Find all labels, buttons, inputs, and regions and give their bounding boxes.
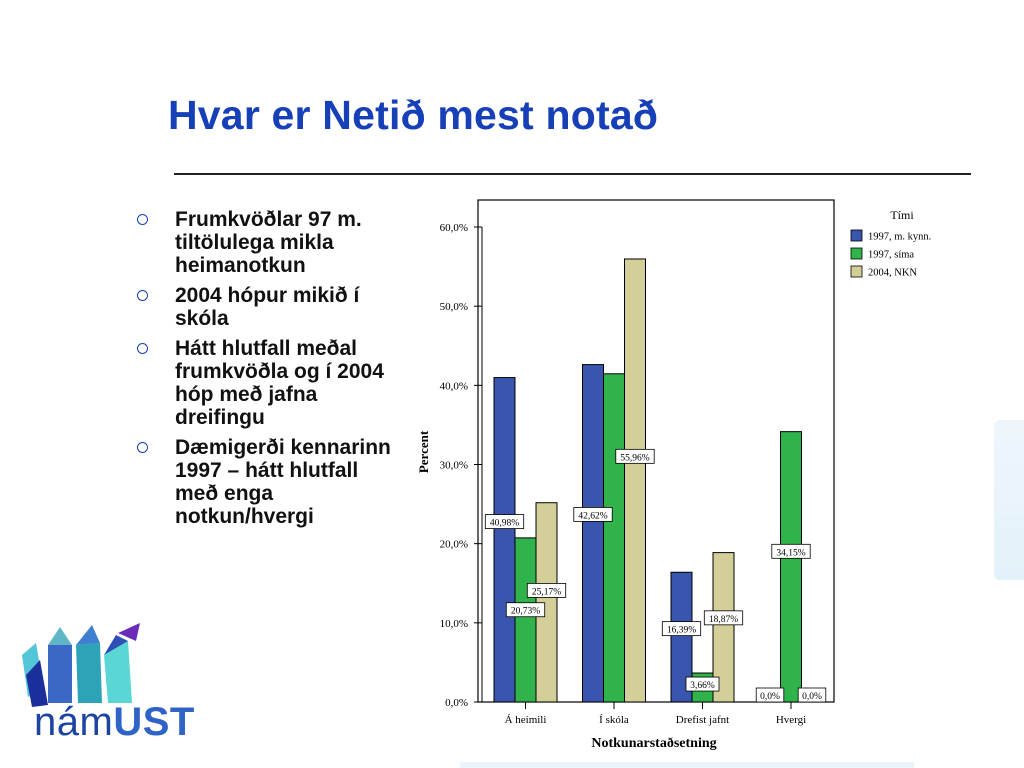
- bullet-item: Hátt hlutfall meðal frumkvöðla og í 2004…: [134, 337, 392, 429]
- bar-label-box: [661, 621, 702, 637]
- bar-label-box: [526, 583, 567, 598]
- decorative-side-panel: [994, 420, 1024, 580]
- legend-swatch: [850, 229, 863, 242]
- bar-label: 34,15%: [776, 548, 805, 558]
- bar-label-box: [484, 514, 525, 529]
- circle-bullet-icon: [137, 343, 148, 354]
- bar-labels: 40,98% 42,62% 16,39% 0,0% 20,73% 3,66% 34,15% 2…: [484, 448, 827, 703]
- bar-label: 18,87%: [709, 615, 738, 625]
- logo-prefix: nám: [34, 700, 114, 744]
- legend-title: Tími: [890, 208, 914, 222]
- bullet-text: Dæmigerði kennarinn 1997 – hátt hlutfall…: [175, 436, 391, 528]
- x-tick-label: Á heimili: [505, 714, 547, 726]
- bar-label-box: [797, 687, 827, 703]
- x-tick-label: Í skóla: [599, 714, 629, 726]
- bullet-text: 2004 hópur mikið í skóla: [175, 284, 360, 330]
- bar-label: 0,0%: [802, 692, 822, 702]
- bullet-text: Frumkvöðlar 97 m. tiltölulega mikla heim…: [175, 208, 362, 277]
- bar-chart: 0,0% 10,0% 20,0% 30,0% 40,0% 50,0% 60,0% Á hei…: [416, 199, 931, 751]
- bar: [582, 364, 604, 703]
- bar-label: 20,73%: [511, 607, 540, 617]
- bar: [493, 377, 516, 703]
- bar: [780, 431, 802, 703]
- bar-label-box: [685, 676, 720, 692]
- bar: [514, 537, 537, 703]
- circle-bullet-icon: [137, 442, 148, 453]
- x-axis: Á heimili Í skóla Drefist jafnt Hvergi: [482, 701, 834, 726]
- logo-suffix: UST: [113, 700, 195, 744]
- bar-label: 25,17%: [532, 587, 561, 597]
- y-tick-label: 50,0%: [440, 301, 468, 313]
- circle-bullet-icon: [137, 290, 148, 301]
- bar-label: 55,96%: [620, 453, 649, 463]
- y-tick-label: 60,0%: [440, 222, 468, 234]
- bar-label-box: [505, 602, 546, 618]
- bullet-item: Frumkvöðlar 97 m. tiltölulega mikla heim…: [134, 208, 392, 277]
- castle-logo-icon: [22, 623, 140, 707]
- bar-label-box: [573, 507, 613, 522]
- bullet-item: 2004 hópur mikið í skóla: [134, 284, 392, 330]
- legend-label: 1997, síma: [868, 250, 914, 261]
- bar-label-box: [615, 448, 655, 464]
- x-tick-label: Drefist jafnt: [676, 714, 729, 726]
- legend-label: 1997, m. kynn.: [868, 232, 931, 243]
- legend-swatch: [850, 247, 863, 260]
- bullet-item: Dæmigerði kennarinn 1997 – hátt hlutfall…: [134, 436, 392, 528]
- bar-label-box: [755, 687, 785, 703]
- bar: [603, 373, 625, 703]
- y-tick-label: 0,0%: [445, 697, 468, 709]
- y-tick-label: 40,0%: [440, 380, 468, 392]
- bar-label-box: [703, 610, 744, 626]
- bar: [712, 552, 735, 703]
- bar-label: 3,66%: [690, 681, 715, 691]
- bar: [670, 571, 693, 703]
- y-tick-label: 10,0%: [440, 618, 468, 630]
- bullet-text: Hátt hlutfall meðal frumkvöðla og í 2004…: [175, 337, 384, 429]
- bars: [493, 258, 802, 703]
- y-axis: 0,0% 10,0% 20,0% 30,0% 40,0% 50,0% 60,0%: [440, 222, 483, 709]
- y-tick-label: 20,0%: [440, 539, 468, 551]
- bar-label: 16,39%: [667, 626, 696, 636]
- x-axis-label: Notkunarstaðsetning: [591, 735, 716, 751]
- bullet-list: Frumkvöðlar 97 m. tiltölulega mikla heim…: [134, 208, 392, 535]
- y-axis-label: Percent: [416, 430, 431, 473]
- title-divider: [174, 173, 971, 175]
- y-tick-label: 30,0%: [440, 460, 468, 472]
- bar-label: 0,0%: [760, 692, 780, 702]
- legend: Tími 1997, m. kynn. 1997, síma 2004, NKN: [850, 208, 931, 279]
- bar: [624, 258, 646, 703]
- x-tick-label: Hvergi: [776, 714, 806, 726]
- slide-title: Hvar er Netið mest notað: [168, 92, 659, 138]
- decorative-bottom-band: [460, 762, 914, 768]
- logo-wordmark: námUST: [34, 700, 195, 745]
- legend-swatch: [850, 265, 863, 278]
- bar-label: 40,98%: [490, 519, 519, 529]
- bar-label-box: [771, 543, 811, 559]
- circle-bullet-icon: [137, 214, 148, 225]
- legend-label: 2004, NKN: [868, 268, 917, 279]
- bar-label: 42,62%: [578, 511, 607, 521]
